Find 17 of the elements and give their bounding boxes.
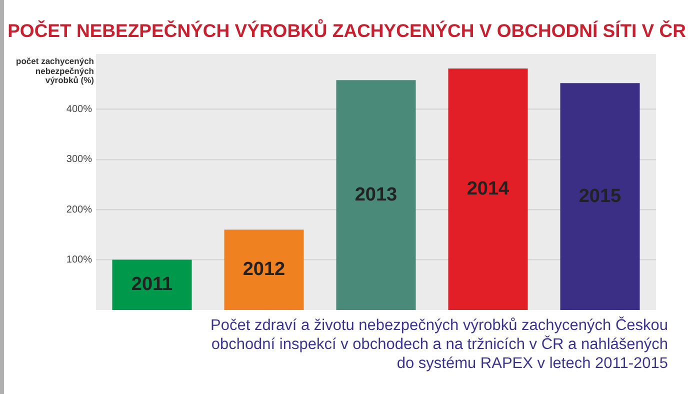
text: Počet zdraví a životu nebezpečných výrobků zachycených Českou obchodní inspekcí v obchodech a na tržnicích v ČR a nahlášených do systému RAPEX v letech 2011-2015 — [210, 316, 668, 373]
x-tick-label: 2011 — [131, 274, 174, 296]
bar — [448, 68, 528, 310]
x-tick-label: 2012 — [242, 259, 286, 280]
y-tick-label: 200% — [66, 204, 92, 216]
bar — [224, 230, 304, 310]
y-tick-label: 400% — [66, 104, 92, 115]
bar — [112, 260, 192, 310]
bar — [560, 83, 640, 310]
x-tick-label: 2013 — [354, 184, 398, 206]
x-tick-label: 2015 — [578, 186, 622, 207]
y-tick-label: 100% — [66, 254, 92, 266]
x-tick-label: 2014 — [466, 178, 510, 200]
y-axis-title: počet zachycených nebezpečných výrobků (%) — [15, 56, 94, 86]
y-tick-label: 300% — [66, 154, 92, 166]
bar — [336, 80, 416, 310]
chart-title: POČET NEBEZPEČNÝCH VÝROBKŮ ZACHYCENÝCH V OBCHODNÍ SÍTI V ČR — [8, 20, 686, 42]
